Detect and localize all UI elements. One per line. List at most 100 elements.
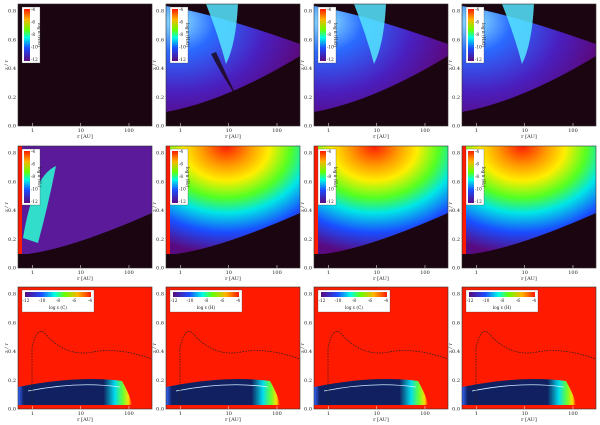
colorbar — [24, 151, 30, 203]
colorbar-label: log n (H₂) — [185, 167, 190, 188]
y-tick-label: 0.8 — [452, 292, 460, 298]
x-tick-label: 1 — [179, 411, 182, 417]
colorbar-tick: -8 — [327, 174, 331, 179]
y-tick-label: 0.2 — [8, 237, 16, 243]
panel-r1-c3: 1 10 100 r [AU] 0.0 0.2 0.4 0.6 0.8 z / r -4 -6 -8 -1… — [300, 3, 449, 140]
y-tick-label: 0.4 — [452, 66, 460, 72]
h2o-region — [462, 6, 596, 112]
plot-frame — [313, 286, 449, 410]
y-tick-label: 0.2 — [304, 237, 312, 243]
y-axis-label: z / r — [4, 201, 10, 211]
colorbar-label: log ε (C) — [345, 305, 363, 310]
y-tick-label: 0.2 — [8, 95, 16, 101]
colorbar-tick: -10 — [179, 45, 186, 50]
colorbar-label: log n (H₂) — [37, 167, 42, 188]
plot-frame — [461, 145, 597, 269]
x-axis-label: r [AU] — [373, 134, 389, 140]
x-tick-label: 100 — [124, 128, 134, 134]
x-tick-label: 100 — [272, 270, 282, 276]
colorbar-tick: -10 — [187, 298, 194, 303]
x-tick-label: 100 — [568, 128, 578, 134]
colorbar-tick: -8 — [31, 32, 35, 37]
colorbar-tick: -8 — [56, 298, 60, 303]
colorbar-tick: -6 — [368, 298, 372, 303]
x-tick-label: 1 — [31, 128, 34, 134]
y-tick-label: 0.6 — [304, 37, 312, 43]
y-tick-label: 0.2 — [304, 378, 312, 384]
panel-r2-c1: 1 10 100 r [AU] 0.0 0.2 0.4 0.6 0.8 z / r -4 -6 -8 -1… — [4, 145, 153, 282]
colorbar-tick: -6 — [327, 162, 331, 167]
panel-r1-c2: 1 10 100 r [AU] 0.0 0.2 0.4 0.6 0.8 z / r -4 -6 -8 -1… — [152, 3, 301, 140]
colorbar-tick: -8 — [179, 32, 183, 37]
x-tick-label: 100 — [568, 270, 578, 276]
colorbar-label: log n (H₂O) — [37, 23, 42, 47]
panel-r2-c4: 1 10 100 r [AU] 0.0 0.2 0.4 0.6 0.8 z / r -4 -6 -8 -1… — [448, 145, 597, 282]
h2-region — [462, 146, 596, 254]
y-tick-label: 0.8 — [8, 9, 16, 15]
y-tick-label: 0.8 — [304, 9, 312, 15]
plot-frame — [165, 3, 301, 127]
colorbar-tick: -4 — [31, 149, 35, 154]
y-axis-label: z / r — [152, 342, 158, 352]
h2o-plume — [206, 4, 238, 64]
y-tick-label: 0.8 — [304, 292, 312, 298]
y-tick-label: 0.8 — [156, 9, 164, 15]
colorbar-label: log ε (H) — [493, 305, 512, 310]
panel-r1-c1: 1 10 100 r [AU] 0.0 0.2 0.4 0.6 0.8 z / r -4 -6 -8 -1… — [4, 3, 153, 140]
h2o-plume — [354, 4, 386, 64]
y-tick-label: 0.2 — [156, 237, 164, 243]
y-tick-label: 0.6 — [452, 37, 460, 43]
y-tick-label: 0.0 — [8, 124, 16, 130]
y-tick-label: 0.6 — [452, 320, 460, 326]
colorbar-tick: -12 — [319, 298, 326, 303]
colorbar-tick: -12 — [467, 298, 474, 303]
colorbar-tick: -12 — [31, 199, 38, 204]
colorbar-tick: -10 — [475, 45, 482, 50]
x-tick-label: 1 — [31, 411, 34, 417]
y-tick-label: 0.2 — [452, 237, 460, 243]
colorbar-tick: -6 — [72, 298, 76, 303]
y-tick-label: 0.2 — [156, 95, 164, 101]
plot-background — [18, 4, 152, 126]
colorbar-label: log ε (C) — [49, 305, 67, 310]
x-tick-label: 10 — [226, 128, 232, 134]
panel-grid: 1 10 100 r [AU] 0.0 0.2 0.4 0.6 0.8 z / r -4 -6 -8 -1… — [4, 3, 597, 423]
colorbar-tick: -8 — [327, 32, 331, 37]
x-axis-label: r [AU] — [225, 417, 241, 423]
colorbar-tick: -6 — [475, 20, 479, 25]
colorbar-tick: -8 — [204, 298, 208, 303]
x-tick-label: 10 — [78, 270, 84, 276]
y-tick-label: 0.8 — [304, 151, 312, 157]
colorbar-label: log n (H₂O) — [333, 23, 338, 47]
colorbar — [321, 292, 387, 297]
x-tick-label: 100 — [420, 128, 430, 134]
x-axis-label: r [AU] — [225, 276, 241, 282]
x-tick-label: 1 — [327, 411, 330, 417]
y-axis-label: z / r — [4, 342, 10, 352]
colorbar — [24, 9, 30, 61]
y-tick-label: 0.0 — [8, 266, 16, 272]
colorbar-tick: -10 — [483, 298, 490, 303]
colorbar-tick: -10 — [39, 298, 46, 303]
x-tick-label: 10 — [226, 270, 232, 276]
y-tick-label: 0.4 — [452, 349, 460, 355]
x-tick-label: 10 — [78, 411, 84, 417]
colorbar-tick: -12 — [475, 57, 482, 62]
y-tick-label: 0.0 — [156, 407, 164, 413]
x-tick-label: 100 — [568, 411, 578, 417]
x-axis-label: r [AU] — [77, 276, 93, 282]
x-tick-label: 10 — [226, 411, 232, 417]
x-tick-label: 100 — [124, 270, 134, 276]
colorbar-tick: -4 — [236, 298, 240, 303]
colorbar-tick: -6 — [179, 162, 183, 167]
panel-r3-c3: 1 10 100 r [AU] 0.0 0.2 0.4 0.6 0.8 z / r -12 -10 -8… — [300, 286, 449, 423]
colorbar-tick: -10 — [327, 187, 334, 192]
y-tick-label: 0.4 — [8, 208, 16, 214]
y-tick-label: 0.6 — [156, 320, 164, 326]
panel-r3-c4: 1 10 100 r [AU] 0.0 0.2 0.4 0.6 0.8 z / r -12 -10 -8… — [448, 286, 597, 423]
plot-frame — [17, 286, 153, 410]
colorbar-tick: -6 — [516, 298, 520, 303]
colorbar-tick: -4 — [31, 7, 35, 12]
colorbar — [172, 9, 178, 61]
y-tick-label: 0.6 — [452, 179, 460, 185]
